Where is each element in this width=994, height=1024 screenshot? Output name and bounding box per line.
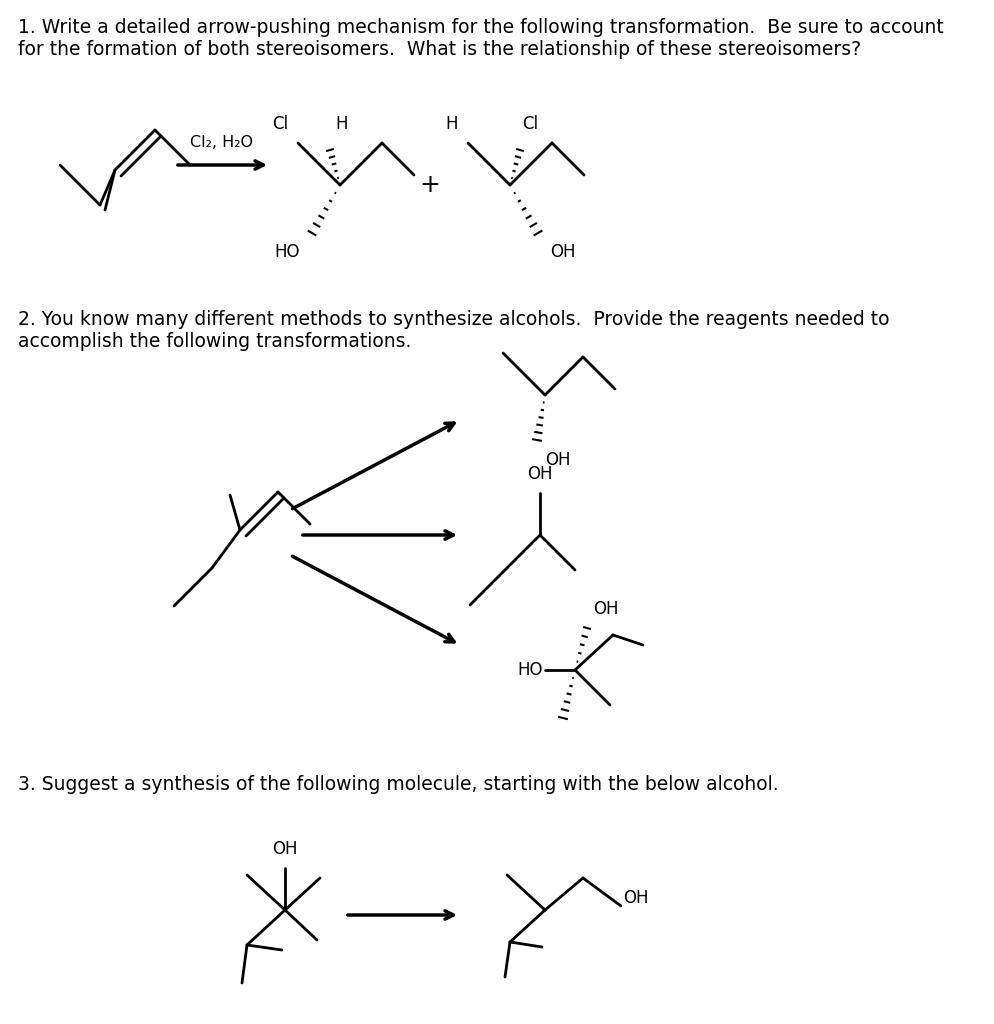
Text: OH: OH xyxy=(550,243,575,261)
Text: OH: OH xyxy=(272,840,297,858)
Text: Cl₂, H₂O: Cl₂, H₂O xyxy=(190,135,253,150)
Text: OH: OH xyxy=(527,465,553,483)
Text: H: H xyxy=(445,115,457,133)
Text: H: H xyxy=(335,115,347,133)
Text: Cl: Cl xyxy=(522,115,538,133)
Text: 2. You know many different methods to synthesize alcohols.  Provide the reagents: 2. You know many different methods to sy… xyxy=(18,310,889,351)
Text: OH: OH xyxy=(622,889,648,907)
Text: OH: OH xyxy=(592,600,618,618)
Text: OH: OH xyxy=(545,451,570,469)
Text: HO: HO xyxy=(274,243,300,261)
Text: 3. Suggest a synthesis of the following molecule, starting with the below alcoho: 3. Suggest a synthesis of the following … xyxy=(18,775,778,794)
Text: +: + xyxy=(419,173,440,197)
Text: HO: HO xyxy=(517,662,543,679)
Text: Cl: Cl xyxy=(271,115,287,133)
Text: 1. Write a detailed arrow-pushing mechanism for the following transformation.  B: 1. Write a detailed arrow-pushing mechan… xyxy=(18,18,942,59)
